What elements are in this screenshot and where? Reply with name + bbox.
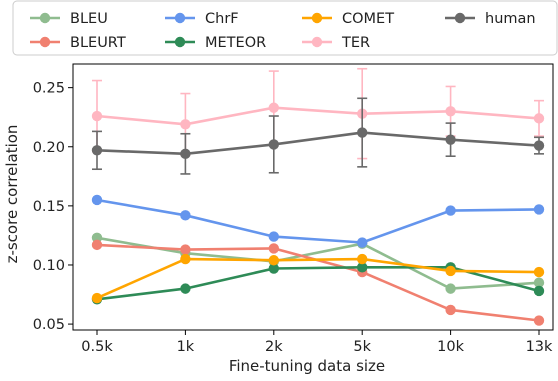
data-point: [268, 255, 279, 266]
series-chrf: [91, 194, 545, 248]
data-point: [533, 277, 545, 288]
series-bleu: [91, 232, 545, 294]
data-point: [268, 243, 279, 254]
legend-item-meteor: METEOR: [165, 35, 266, 51]
series-human: [91, 97, 545, 175]
x-tick-label: 0.5k: [81, 339, 113, 355]
data-point: [533, 204, 545, 215]
axes: 0.05 0.10 0.15 0.20 0.25 0.5k 1k 2k 5k 10k 13k: [33, 63, 554, 355]
legend-label: BLEURT: [70, 35, 126, 51]
data-point: [533, 315, 545, 326]
legend-swatch-marker: [174, 12, 186, 24]
data-point: [445, 265, 456, 277]
series-line: [96, 257, 540, 300]
legend-item-chrf: ChrF: [165, 11, 239, 27]
legend-item-human: human: [445, 11, 536, 27]
legend-swatch-marker: [454, 12, 466, 24]
data-point: [180, 253, 191, 265]
data-point: [445, 205, 456, 216]
data-point: [91, 292, 103, 304]
x-tick-label: 10k: [437, 339, 464, 355]
data-point: [180, 148, 191, 160]
data-point: [268, 263, 279, 274]
legend-label: BLEU: [70, 11, 108, 27]
series-ter: [91, 67, 545, 160]
y-tick-label: 0.15: [33, 199, 65, 215]
data-point: [357, 127, 368, 138]
legend-label: COMET: [342, 11, 394, 27]
series-line: [96, 131, 540, 156]
data-point: [91, 110, 103, 122]
data-point: [180, 244, 191, 255]
data-point: [533, 140, 545, 151]
series-line: [96, 198, 540, 244]
data-point: [91, 239, 103, 251]
plot-frame: [72, 63, 554, 331]
legend-label: human: [485, 11, 536, 27]
series-line: [96, 236, 540, 290]
y-axis-label: z-score correlation: [3, 125, 21, 264]
x-tick-label: 13k: [526, 339, 553, 355]
legend-swatch-marker: [311, 36, 323, 48]
y-tick-label: 0.05: [33, 317, 65, 333]
data-point: [180, 210, 191, 221]
series-line: [96, 106, 540, 126]
x-axis-label: Fine-tuning data size: [229, 357, 385, 375]
data-point: [180, 119, 191, 130]
series-comet: [91, 253, 545, 304]
legend-label: ChrF: [205, 11, 239, 27]
plot-area: [91, 67, 545, 326]
y-tick-label: 0.10: [33, 258, 65, 274]
x-tick-label: 2k: [265, 339, 283, 355]
data-point: [357, 262, 368, 273]
data-point: [445, 304, 456, 316]
x-tick-label: 1k: [177, 339, 195, 355]
y-tick-label: 0.25: [33, 81, 65, 97]
x-tick-label: 5k: [353, 339, 371, 355]
data-point: [91, 194, 103, 206]
legend-swatch-marker: [311, 12, 323, 24]
data-point: [533, 266, 545, 278]
legend-swatch-marker: [39, 36, 51, 48]
data-point: [445, 283, 456, 294]
legend-item-bleurt: BLEURT: [30, 35, 126, 51]
series-meteor: [91, 262, 545, 305]
legend: BLEU BLEURT ChrF METEOR COMET TER human: [12, 0, 558, 56]
data-point: [91, 145, 103, 156]
legend-label: METEOR: [205, 35, 266, 51]
legend-item-ter: TER: [302, 35, 370, 51]
data-point: [357, 237, 368, 248]
data-point: [357, 253, 368, 265]
data-point: [268, 102, 279, 113]
legend-label: TER: [341, 35, 370, 51]
y-tick-label: 0.20: [33, 140, 65, 156]
legend-swatch-marker: [174, 36, 186, 48]
data-point: [533, 113, 545, 124]
legend-item-bleu: BLEU: [30, 11, 108, 27]
data-point: [268, 139, 279, 150]
data-point: [268, 231, 279, 242]
data-point: [445, 134, 456, 145]
data-point: [180, 283, 191, 294]
legend-item-comet: COMET: [302, 11, 394, 27]
legend-frame: [12, 0, 558, 56]
data-point: [533, 285, 545, 297]
series-line: [96, 243, 540, 322]
legend-swatch-marker: [39, 12, 51, 24]
data-point: [445, 106, 456, 117]
